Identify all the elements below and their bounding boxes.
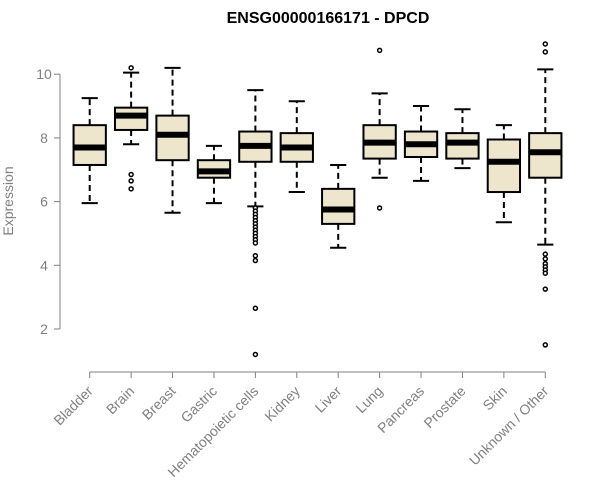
y-tick-label: 8 (40, 130, 48, 146)
x-tick-label: Skin (479, 383, 510, 414)
y-tick-label: 4 (40, 257, 48, 273)
outlier-point (542, 49, 549, 55)
outlier-point (128, 65, 134, 71)
x-tick-label: Breast (139, 383, 179, 423)
outlier-point (128, 186, 134, 192)
outlier-point (252, 240, 259, 246)
box-hematopoietic-cells (238, 89, 273, 358)
x-tick-label: Unknown / Other (466, 383, 552, 469)
outlier-point (376, 47, 383, 54)
y-tick-label: 6 (40, 194, 48, 210)
outlier-point (252, 351, 259, 358)
y-axis-label: Expression (0, 166, 16, 235)
outlier-point (252, 257, 259, 264)
box-pancreas (403, 105, 439, 182)
x-tick-label: Bladder (50, 383, 96, 429)
box (528, 132, 563, 179)
y-tick-label: 10 (36, 66, 52, 82)
x-tick-label: Kidney (261, 383, 303, 425)
outlier-point (542, 342, 549, 348)
outlier-point (542, 286, 549, 292)
box (486, 138, 522, 194)
outlier-point (252, 252, 259, 259)
outlier-point (128, 178, 134, 184)
box-series (72, 41, 563, 358)
y-axis: 2 4 6 8 10 (36, 66, 61, 337)
box-kidney (279, 100, 314, 194)
x-tick-label: Prostate (420, 383, 468, 431)
box-unknown-other (528, 41, 563, 348)
box (113, 106, 149, 131)
box-liver (321, 163, 356, 249)
outlier-point (542, 256, 549, 262)
box-gastric (196, 144, 232, 205)
outlier-point (542, 251, 549, 257)
x-tick-label: Brain (103, 383, 137, 417)
box-prostate (445, 108, 480, 170)
box-brain (113, 65, 149, 192)
x-tick-label: Lung (352, 383, 385, 416)
y-tick-label: 2 (40, 321, 48, 337)
outlier-point (376, 205, 383, 211)
x-tick-label: Liver (312, 383, 345, 416)
box-lung (362, 47, 397, 211)
outlier-point (542, 41, 549, 47)
outlier-point (252, 305, 259, 312)
box (445, 132, 480, 160)
outlier-point (128, 171, 134, 178)
box (155, 114, 190, 162)
box-skin (486, 124, 522, 224)
box (321, 187, 356, 225)
box-bladder (72, 97, 107, 205)
chart-title: ENSG00000166171 - DPCD (227, 10, 430, 27)
outlier-point (542, 270, 549, 276)
box-breast (155, 66, 190, 214)
